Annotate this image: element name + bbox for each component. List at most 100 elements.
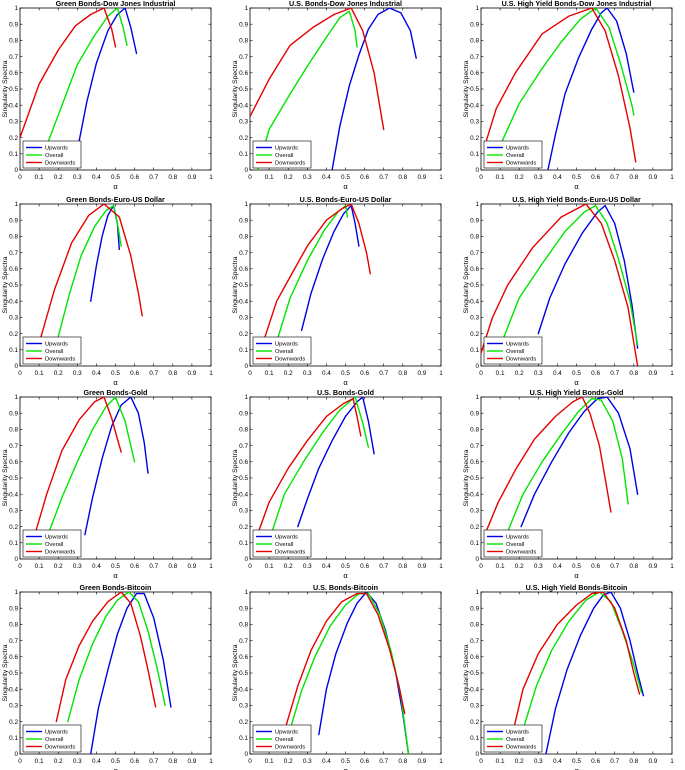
y-tick-label: 0.6 (239, 459, 248, 466)
y-tick-label: 0.9 (9, 217, 18, 224)
y-tick-label: 0 (244, 751, 248, 758)
y-tick-label: 1 (244, 5, 248, 12)
chart-title: Green Bonds-Dow Jones Industrial (56, 0, 176, 8)
legend-label: Upwards (275, 730, 298, 736)
y-tick-label: 0.7 (9, 54, 18, 61)
legend-label: Overall (506, 737, 524, 743)
y-tick-label: 0.7 (9, 443, 18, 450)
x-tick-label: 0.2 (515, 174, 524, 181)
y-tick-label: 0.5 (9, 282, 18, 289)
chart-panel: Green Bonds-Bitcoin 0 0.1 0.2 0.3 0.4 0.5 0.6 0.… (2, 583, 213, 770)
legend-label: Downwards (275, 161, 305, 167)
y-tick-label: 0.4 (239, 298, 248, 305)
x-tick-label: 0.9 (187, 758, 196, 765)
x-tick-label: 1 (670, 563, 674, 570)
y-tick-label: 0.9 (239, 605, 248, 612)
legend-label: Upwards (506, 146, 529, 152)
y-tick-label: 0.9 (470, 410, 479, 417)
x-tick-label: 0.7 (379, 370, 388, 377)
series-line-downwards (484, 397, 612, 536)
legend-label: Downwards (45, 745, 75, 751)
x-axis-label: α (343, 182, 348, 191)
chart-panel: U.S. Bonds-Bitcoin 0 0.1 0.2 0.3 0.4 0.5 0.6 0.7… (232, 583, 443, 770)
y-tick-label: 0.5 (9, 670, 18, 677)
x-tick-label: 1 (670, 174, 674, 181)
x-tick-label: 0.1 (35, 370, 44, 377)
y-axis-label: Singularity Spectra (2, 256, 9, 313)
y-tick-label: 0.4 (9, 491, 18, 498)
y-tick-label: 0.4 (470, 491, 479, 498)
y-tick-label: 0.6 (9, 654, 18, 661)
y-tick-label: 0.4 (9, 686, 18, 693)
legend-label: Overall (45, 542, 63, 548)
y-tick-label: 0.5 (9, 475, 18, 482)
y-tick-label: 0.8 (470, 38, 479, 45)
series-line-overall (57, 204, 122, 338)
legend-label: Downwards (45, 357, 75, 363)
x-tick-label: 0.1 (35, 174, 44, 181)
x-tick-label: 0.9 (187, 370, 196, 377)
y-tick-label: 0 (244, 363, 248, 370)
x-tick-label: 0.5 (111, 563, 120, 570)
y-tick-label: 0 (244, 556, 248, 563)
x-tick-label: 0.2 (284, 758, 293, 765)
y-tick-label: 0.4 (239, 686, 248, 693)
x-tick-label: 0.5 (572, 563, 581, 570)
legend-label: Downwards (275, 550, 305, 556)
y-tick-label: 0.5 (239, 475, 248, 482)
x-tick-label: 0.6 (130, 563, 139, 570)
chart-title: Green Bonds-Gold (84, 388, 148, 397)
x-tick-label: 1 (439, 174, 443, 181)
y-tick-label: 0.4 (470, 102, 479, 109)
x-tick-label: 0.2 (54, 758, 63, 765)
chart-title: U.S. High Yield Bonds-Euro-US Dollar (512, 195, 641, 204)
y-tick-label: 0.1 (9, 151, 18, 158)
x-tick-label: 0 (479, 174, 483, 181)
y-tick-label: 0 (14, 556, 18, 563)
x-tick-label: 0.4 (553, 370, 562, 377)
x-axis-label: α (113, 571, 118, 580)
y-axis-label: Singularity Spectra (232, 60, 239, 117)
x-axis-label: α (574, 378, 579, 387)
x-tick-label: 0.2 (54, 563, 63, 570)
x-tick-label: 1 (209, 563, 213, 570)
series-line-overall (276, 204, 349, 343)
x-tick-label: 0.8 (168, 563, 177, 570)
x-tick-label: 0.6 (591, 563, 600, 570)
legend-label: Overall (275, 737, 293, 743)
y-tick-label: 0.3 (239, 508, 248, 515)
y-tick-label: 0.6 (239, 266, 248, 273)
series-line-upwards (78, 8, 138, 142)
x-tick-label: 0.3 (303, 370, 312, 377)
y-tick-label: 1 (14, 5, 18, 12)
x-tick-label: 0.1 (265, 758, 274, 765)
x-tick-label: 0 (248, 174, 252, 181)
chart-panel: U.S. High Yield Bonds-Gold 0 0.1 0.2 0.3 0.4 0… (463, 388, 674, 580)
x-tick-label: 0.9 (648, 370, 657, 377)
y-tick-label: 0.9 (239, 21, 248, 28)
chart-title: U.S. High Yield Bonds-Gold (530, 388, 624, 397)
x-axis-label: α (113, 378, 118, 387)
legend-label: Downwards (275, 357, 305, 363)
x-tick-label: 0.6 (130, 758, 139, 765)
x-tick-label: 0.9 (417, 758, 426, 765)
chart-panel: U.S. Bonds-Dow Jones Industrial 0 0.1 0.2 0.… (232, 0, 443, 191)
series-line-overall (507, 397, 629, 533)
y-tick-label: 0.1 (9, 540, 18, 547)
y-tick-label: 0.3 (239, 119, 248, 126)
x-tick-label: 0.6 (130, 174, 139, 181)
legend-label: Overall (275, 349, 293, 355)
x-tick-label: 0.9 (187, 563, 196, 570)
y-tick-label: 0.6 (470, 654, 479, 661)
series-line-overall (47, 397, 136, 534)
legend-label: Downwards (506, 745, 536, 751)
x-tick-label: 0 (248, 563, 252, 570)
y-tick-label: 0.8 (470, 234, 479, 241)
legend-label: Overall (45, 153, 63, 159)
y-tick-label: 0.5 (239, 282, 248, 289)
x-tick-label: 0.4 (92, 370, 101, 377)
